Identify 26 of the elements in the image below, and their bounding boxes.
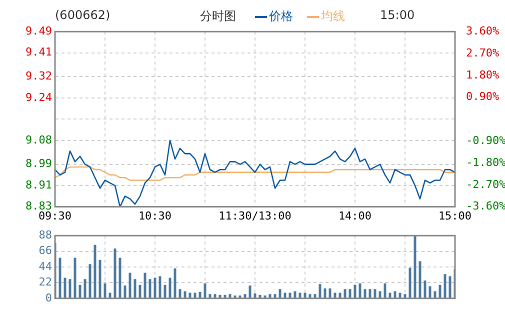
y-tick-label: 9.08 [26,133,52,146]
legend-label: 价格 [268,8,293,25]
y-tick-label: 8.91 [26,178,52,192]
y-tick-label: 88 [38,228,52,242]
x-tick-label: 10:30 [138,209,172,222]
y-tick-label: 0 [45,291,52,304]
x-tick-label: 11:30/13:00 [218,209,292,222]
legend-label: 均线 [320,8,345,25]
x-tick-label: 15:00 [438,209,472,222]
y-tick-label: 9.24 [26,90,52,104]
y2-tick-label: 2.70% [466,46,500,60]
text: 15:00 [380,8,415,22]
y-tick-label: 9.32 [26,70,52,83]
y2-tick-label: 0.90% [466,90,500,104]
y2-tick-label: 1.80% [466,68,500,82]
y-tick-label: 44 [38,260,52,273]
y-tick-label: 9.41 [26,46,52,59]
x-tick-label: 14:00 [338,209,372,222]
x-tick-label: 09:30 [38,209,72,222]
chart-subtitle: 分时图 [200,8,236,25]
y2-tick-label: 3.60% [466,24,500,38]
y-tick-label: 9.49 [26,24,52,38]
y-tick-label: 22 [38,276,52,289]
chart-title: (600662) [55,8,110,22]
y-tick-label: 8.99 [26,157,52,170]
y-tick-label: 66 [38,244,52,258]
